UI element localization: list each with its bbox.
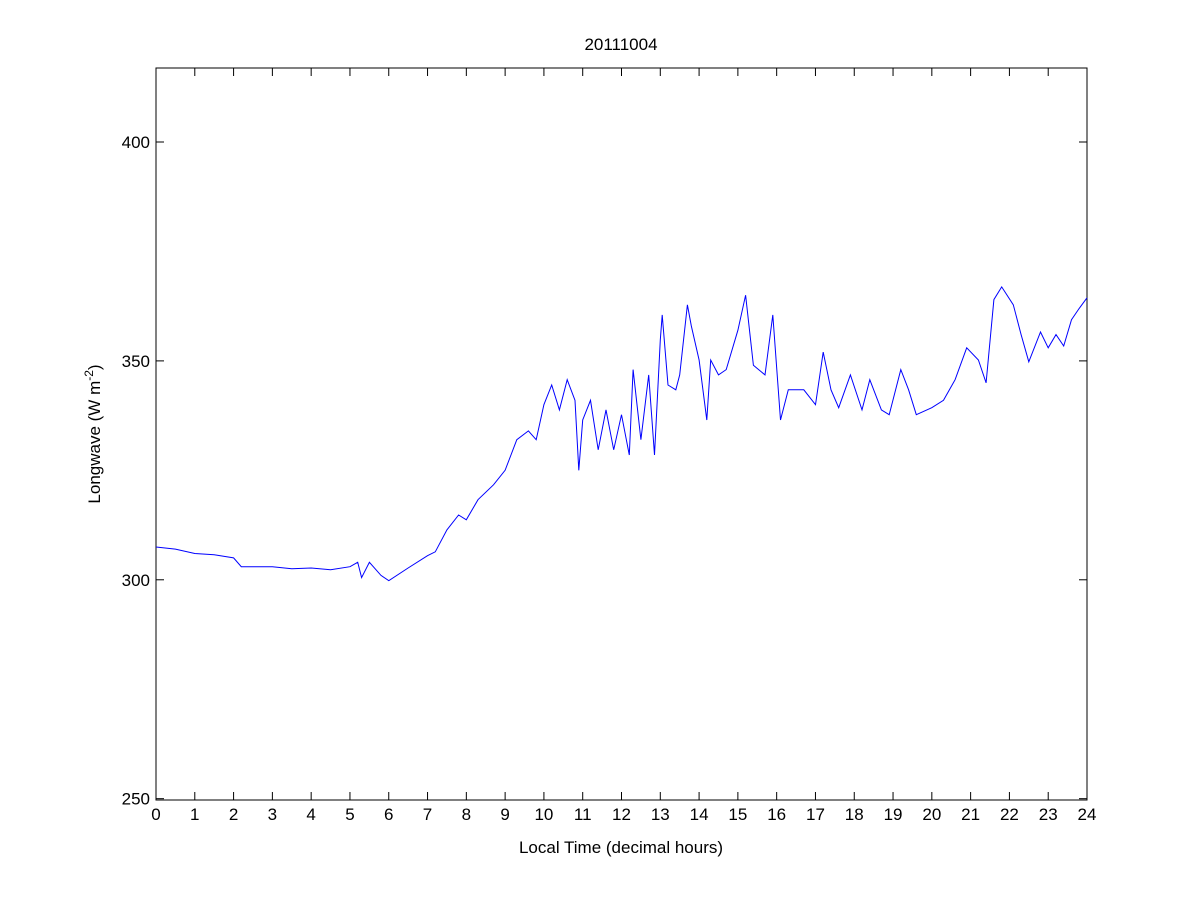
x-tick-label: 7 <box>423 805 432 824</box>
y-tick-label: 250 <box>122 790 150 809</box>
y-tick-label: 400 <box>122 133 150 152</box>
x-tick-label: 0 <box>151 805 160 824</box>
x-tick-label: 19 <box>884 805 903 824</box>
x-tick-label: 13 <box>651 805 670 824</box>
x-tick-label: 9 <box>500 805 509 824</box>
x-tick-label: 2 <box>229 805 238 824</box>
chart-title: 20111004 <box>584 35 657 54</box>
x-tick-label: 6 <box>384 805 393 824</box>
x-tick-label: 11 <box>574 805 592 824</box>
x-tick-label: 22 <box>1000 805 1019 824</box>
x-tick-label: 21 <box>961 805 980 824</box>
x-tick-label: 20 <box>922 805 941 824</box>
x-tick-label: 17 <box>806 805 825 824</box>
x-tick-label: 8 <box>462 805 471 824</box>
x-tick-label: 15 <box>728 805 747 824</box>
y-tick-label: 350 <box>122 352 150 371</box>
longwave-series-line <box>155 285 1088 582</box>
x-tick-label: 24 <box>1078 805 1097 824</box>
plot-area <box>155 67 1088 801</box>
x-tick-label: 4 <box>306 805 315 824</box>
y-tick-label: 300 <box>122 571 150 590</box>
x-tick-label: 3 <box>268 805 277 824</box>
axis-ticks: 0 1 2 3 4 5 6 7 8 9 10 11 12 13 14 15 16 17 18 19 20 21 22 23 24… <box>122 68 1097 824</box>
x-tick-label: 23 <box>1039 805 1058 824</box>
x-tick-label: 10 <box>534 805 553 824</box>
y-axis-label: Longwave (W m-2) <box>82 364 104 503</box>
x-axis-label: Local Time (decimal hours) <box>519 838 723 857</box>
x-tick-label: 12 <box>612 805 631 824</box>
x-tick-label: 5 <box>345 805 354 824</box>
x-tick-label: 1 <box>190 805 199 824</box>
x-tick-label: 16 <box>767 805 786 824</box>
x-tick-label: 14 <box>690 805 709 824</box>
x-tick-label: 18 <box>845 805 864 824</box>
